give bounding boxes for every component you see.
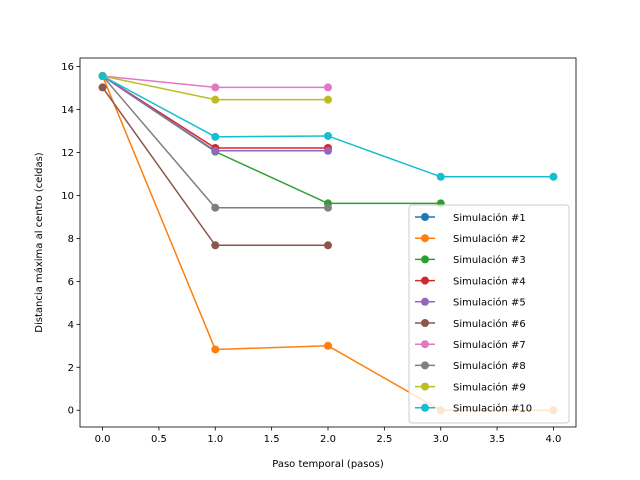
- axes-frame: [79, 57, 577, 428]
- legend-item: Simulación #5: [415, 297, 526, 309]
- legend-label: Simulación #3: [453, 254, 526, 266]
- legend-label: Simulación #8: [453, 360, 526, 372]
- legend-marker: [421, 319, 429, 327]
- y-tick-label: 14: [61, 105, 74, 116]
- legend-item: Simulación #7: [415, 339, 526, 351]
- legend-label: Simulación #1: [453, 212, 526, 224]
- legend-label: Simulación #9: [453, 381, 526, 393]
- x-axis-ticks: 0.0 0.5 1.0 1.5 2.0 2.5 3.0 3.5 4.0: [95, 427, 562, 445]
- x-tick-label: 2.0: [320, 434, 336, 445]
- data-point: [211, 203, 220, 212]
- x-tick-label: 2.5: [376, 434, 392, 445]
- legend-label: Simulación #10: [453, 403, 532, 415]
- x-axis-label: Paso temporal (pasos): [272, 459, 384, 470]
- x-tick-label: 0.0: [95, 434, 111, 445]
- series-6: [98, 83, 332, 250]
- data-point: [324, 241, 332, 250]
- legend-label: Simulación #5: [453, 297, 526, 309]
- legend-item: Simulación #9: [415, 381, 526, 393]
- data-point: [324, 131, 332, 140]
- y-tick-label: 0: [68, 406, 74, 417]
- data-point: [211, 95, 220, 104]
- legend-label: Simulación #4: [453, 275, 526, 287]
- legend-label: Simulación #2: [453, 233, 526, 245]
- data-point: [324, 83, 332, 92]
- data-point: [211, 83, 220, 92]
- data-point: [324, 341, 332, 350]
- data-point: [324, 203, 332, 212]
- x-tick-label: 3.5: [489, 434, 505, 445]
- data-point: [98, 83, 107, 92]
- data-point: [211, 345, 220, 354]
- legend-label: Simulación #7: [453, 339, 526, 351]
- legend-marker: [421, 255, 429, 264]
- legend-marker: [421, 276, 429, 285]
- series-10: [98, 72, 558, 181]
- data-point: [98, 72, 107, 81]
- legend-marker: [421, 403, 429, 412]
- legend-label: Simulación #6: [453, 318, 526, 330]
- x-tick-label: 1.0: [207, 434, 223, 445]
- x-tick-label: 3.0: [433, 434, 449, 445]
- legend-marker: [421, 382, 429, 391]
- legend-item: Simulación #2: [415, 233, 526, 245]
- y-tick-label: 10: [61, 191, 74, 202]
- y-axis-label: Distancia máxima al centro (celdas): [33, 152, 45, 332]
- y-axis-ticks: 0 2 4 6 8 10 12 14 16: [61, 62, 80, 417]
- legend-item: Simulación #3: [415, 254, 526, 266]
- y-tick-label: 12: [61, 148, 74, 159]
- data-point: [324, 95, 332, 104]
- legend: Simulación #1 Simulación #2 Simulación #3 S…: [408, 204, 570, 424]
- x-tick-label: 4.0: [546, 434, 562, 445]
- legend-box: [408, 204, 570, 424]
- y-tick-label: 8: [68, 234, 74, 245]
- x-tick-label: 1.5: [264, 434, 280, 445]
- legend-item: Simulación #4: [415, 275, 526, 287]
- y-tick-label: 4: [68, 320, 74, 331]
- y-tick-label: 6: [68, 277, 74, 288]
- legend-item: Simulación #6: [415, 318, 526, 330]
- legend-marker: [421, 340, 429, 349]
- x-tick-label: 0.5: [151, 434, 167, 445]
- legend-item: Simulación #10: [415, 403, 532, 415]
- data-point: [211, 146, 220, 155]
- data-point: [549, 172, 558, 181]
- data-point: [211, 132, 220, 141]
- data-point: [211, 241, 220, 250]
- legend-item: Simulación #8: [415, 360, 526, 372]
- legend-marker: [421, 361, 429, 370]
- data-point: [324, 146, 332, 155]
- y-tick-label: 2: [68, 363, 74, 374]
- legend-marker: [421, 234, 429, 243]
- y-tick-label: 16: [61, 62, 74, 73]
- legend-marker: [421, 213, 429, 221]
- legend-item: Simulación #1: [415, 212, 526, 224]
- data-point: [436, 172, 445, 181]
- legend-marker: [421, 297, 429, 306]
